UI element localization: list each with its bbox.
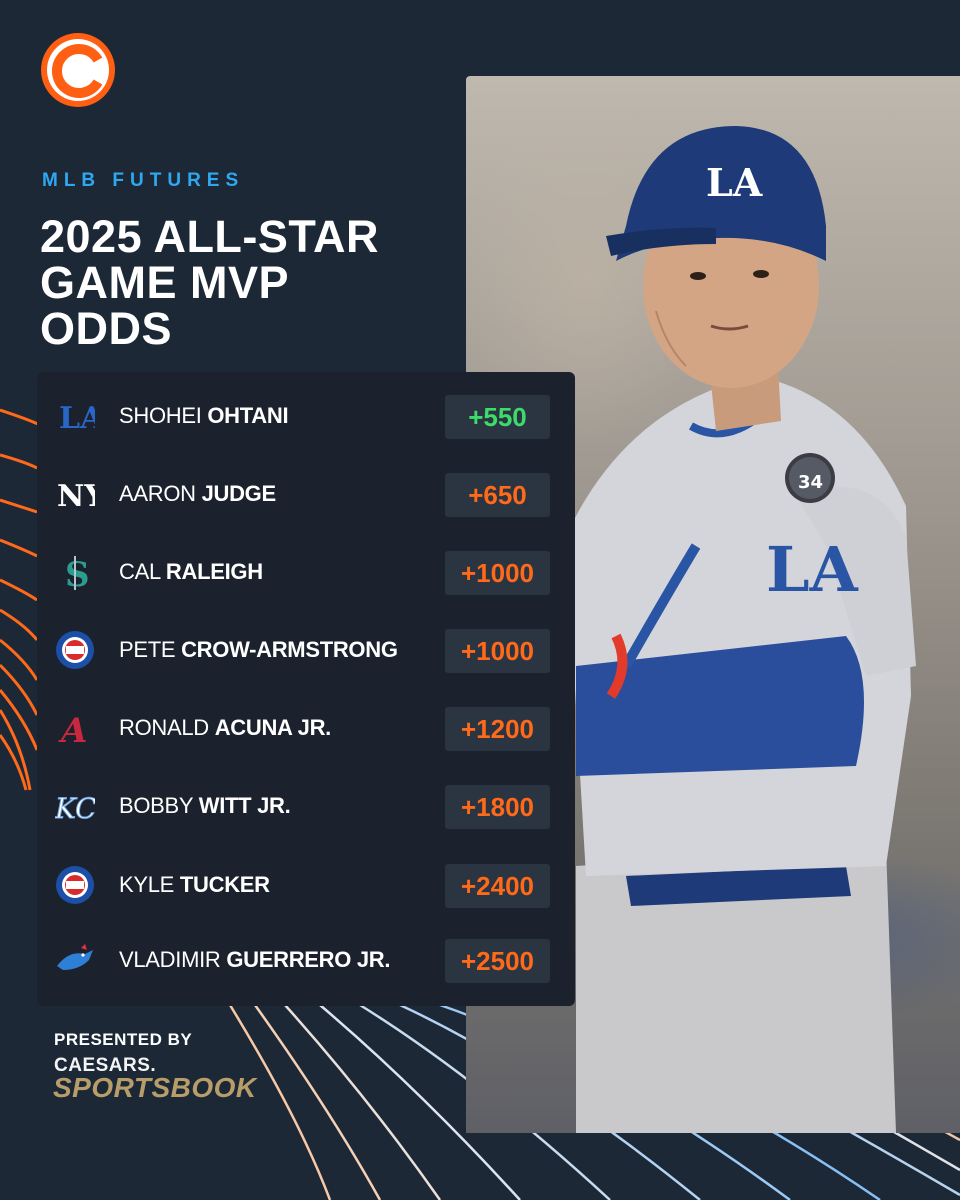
odds-value: +1000: [445, 629, 550, 673]
player-first-name: RONALD: [119, 715, 209, 740]
player-name: VLADIMIR GUERRERO JR.: [119, 947, 391, 973]
player-name: RONALD ACUNA JR.: [119, 715, 331, 741]
odds-value: +1000: [445, 551, 550, 595]
svg-text:LA: LA: [59, 401, 95, 436]
cubs-logo-icon: [56, 631, 94, 669]
odds-value: +2500: [445, 939, 550, 983]
sponsor-brand-name: CAESARS.: [54, 1055, 157, 1076]
player-name: BOBBY WITT JR.: [119, 793, 291, 819]
odds-value: +1200: [445, 707, 550, 751]
sponsor-brand-subtitle: SPORTSBOOK: [53, 1072, 257, 1103]
dodgers-logo-icon: LA: [59, 401, 95, 436]
player-last-name: JUDGE: [201, 481, 277, 506]
player-last-name: RALEIGH: [165, 559, 263, 584]
svg-text:A: A: [58, 711, 87, 748]
player-name: SHOHEI OHTANI: [119, 403, 289, 429]
odds-value: +650: [445, 473, 550, 517]
odds-table: LA SHOHEI OHTANI +550 NY AARON JUDGE +65…: [37, 372, 575, 1006]
odds-row: VLADIMIR GUERRERO JR. +2500: [37, 919, 575, 997]
odds-row: NY AARON JUDGE +650: [37, 453, 575, 531]
svg-text:S: S: [65, 555, 90, 592]
odds-row: KC BOBBY WITT JR. +1800: [37, 765, 575, 843]
odds-value: +1800: [445, 785, 550, 829]
player-first-name: PETE: [119, 637, 176, 662]
odds-row: KYLE TUCKER +2400: [37, 844, 575, 922]
helmet-logo: LA: [706, 160, 763, 205]
odds-row: A RONALD ACUNA JR. +1200: [37, 687, 575, 765]
braves-logo-icon: A: [58, 711, 87, 748]
section-eyebrow: MLB FUTURES: [42, 170, 245, 191]
odds-row: PETE CROW-ARMSTRONG +1000: [37, 609, 575, 687]
odds-row: LA SHOHEI OHTANI +550: [37, 375, 575, 453]
player-name: PETE CROW-ARMSTRONG: [119, 637, 398, 663]
presented-by-label: PRESENTED BY: [54, 1030, 193, 1049]
player-first-name: BOBBY: [119, 793, 193, 818]
caesars-logo-icon: [41, 33, 115, 107]
player-last-name: TUCKER: [179, 872, 270, 897]
blue-jays-logo-icon: [57, 944, 93, 970]
title-line: 2025 ALL-STAR: [40, 211, 380, 262]
player-last-name: OHTANI: [207, 403, 289, 428]
svg-text:KC: KC: [55, 792, 95, 825]
player-last-name: ACUNA JR.: [214, 715, 332, 740]
cubs-logo-icon: [56, 866, 94, 904]
player-last-name: WITT JR.: [198, 793, 291, 818]
page-title: 2025 ALL-STAR GAME MVP ODDS: [40, 214, 460, 352]
player-first-name: KYLE: [119, 872, 175, 897]
player-last-name: CROW-ARMSTRONG: [181, 637, 398, 662]
player-first-name: AARON: [119, 481, 196, 506]
player-name: AARON JUDGE: [119, 481, 276, 507]
odds-value: +550: [445, 395, 550, 439]
odds-value: +2400: [445, 864, 550, 908]
royals-logo-icon: KC: [55, 792, 95, 826]
odds-row: S CAL RALEIGH +1000: [37, 531, 575, 609]
player-first-name: SHOHEI: [119, 403, 202, 428]
player-first-name: CAL: [119, 559, 161, 584]
title-line: ODDS: [40, 303, 173, 354]
player-name: CAL RALEIGH: [119, 559, 263, 585]
title-line: GAME MVP: [40, 257, 290, 308]
mariners-logo-icon: S: [65, 555, 90, 592]
jersey-logo: LA: [766, 533, 859, 606]
jersey-patch-number: 34: [798, 472, 823, 493]
player-name: KYLE TUCKER: [119, 872, 270, 898]
svg-text:NY: NY: [57, 479, 95, 514]
player-last-name: GUERRERO JR.: [226, 947, 391, 972]
player-first-name: VLADIMIR: [119, 947, 221, 972]
yankees-logo-icon: NY: [57, 479, 95, 514]
